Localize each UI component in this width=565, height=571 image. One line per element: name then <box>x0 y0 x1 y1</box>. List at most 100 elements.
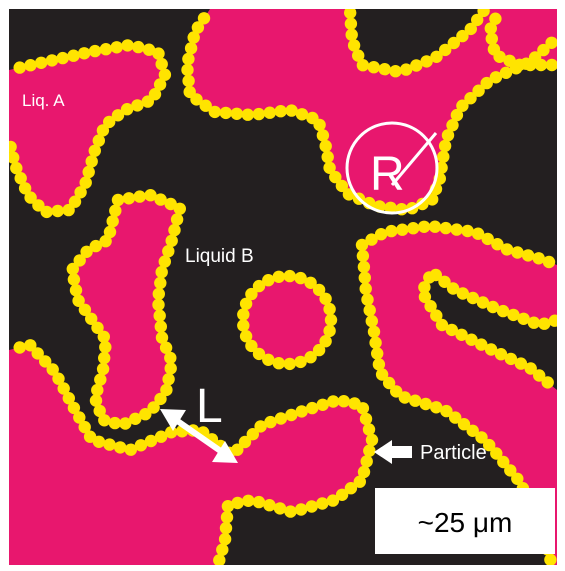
particle <box>274 105 287 118</box>
particle <box>91 321 104 334</box>
particle <box>85 155 98 168</box>
particle <box>471 13 484 27</box>
particle <box>164 362 177 375</box>
particle-layer <box>9 9 557 565</box>
particle <box>538 317 551 330</box>
particle <box>35 56 48 69</box>
particle <box>335 488 349 501</box>
particle <box>10 161 23 175</box>
particle <box>465 333 478 346</box>
particle <box>183 85 196 99</box>
particle <box>483 438 496 452</box>
particle <box>252 347 266 361</box>
particle <box>295 108 309 121</box>
particle <box>306 111 319 125</box>
particle <box>129 412 142 425</box>
particle <box>221 500 235 513</box>
particle <box>449 411 462 424</box>
particle <box>438 139 452 153</box>
particle <box>152 298 165 311</box>
particle <box>24 191 37 204</box>
particle <box>294 503 308 516</box>
particle <box>88 44 102 58</box>
particle <box>337 395 350 408</box>
particle <box>355 238 369 252</box>
particle <box>365 314 378 328</box>
particle <box>426 193 439 206</box>
particle <box>245 287 258 301</box>
particle <box>542 255 556 269</box>
particle <box>312 283 326 297</box>
particle <box>62 392 75 405</box>
particle <box>476 296 490 309</box>
particle <box>152 47 165 60</box>
particle <box>527 316 541 329</box>
particle <box>98 351 111 365</box>
particle <box>62 203 75 217</box>
particle <box>31 347 44 360</box>
particle <box>153 78 167 91</box>
particle <box>92 134 106 147</box>
particle <box>40 205 53 219</box>
particle <box>514 357 528 370</box>
particle <box>437 150 450 163</box>
particle <box>155 57 168 71</box>
particle <box>367 60 380 74</box>
particle <box>504 464 517 477</box>
particle <box>231 443 244 456</box>
particle <box>360 455 373 468</box>
particle <box>237 319 250 332</box>
particle <box>144 189 157 202</box>
particle <box>93 404 106 418</box>
particle <box>73 411 86 424</box>
particle <box>69 284 83 297</box>
particle <box>344 17 358 30</box>
particle <box>416 197 429 211</box>
particle <box>182 74 195 88</box>
particle <box>382 376 396 390</box>
length-arrow-shaft <box>174 417 224 455</box>
particle <box>164 197 177 211</box>
particle <box>319 139 332 153</box>
particle <box>456 99 469 112</box>
particle <box>500 243 514 256</box>
particle <box>430 401 443 414</box>
particle <box>323 161 336 174</box>
particle <box>154 193 167 206</box>
particle <box>170 213 184 226</box>
particle <box>390 385 403 398</box>
particle <box>545 36 557 49</box>
particle <box>154 430 168 443</box>
particle <box>548 314 557 327</box>
particle <box>263 106 276 119</box>
particle <box>154 320 167 333</box>
particle <box>254 420 267 433</box>
particle <box>359 412 373 426</box>
particle <box>85 312 98 325</box>
particle <box>544 553 557 565</box>
particle <box>13 61 26 74</box>
particle <box>316 398 329 411</box>
particle <box>365 433 379 447</box>
particle <box>191 21 205 34</box>
particle <box>491 238 504 251</box>
particle <box>80 245 93 258</box>
particle <box>484 343 498 356</box>
radius-label: R <box>370 148 405 201</box>
particle <box>475 338 488 351</box>
particle <box>120 103 134 116</box>
particle <box>524 58 537 72</box>
particle <box>324 313 338 327</box>
particle <box>358 271 371 284</box>
particle <box>89 239 103 253</box>
particle <box>439 43 452 57</box>
particle <box>220 511 234 524</box>
scale-bar: ~25 μm <box>375 488 555 554</box>
particle <box>418 281 431 294</box>
particle <box>78 303 92 316</box>
particle <box>74 186 87 199</box>
liquid-a-domain <box>72 195 180 425</box>
particle <box>18 182 32 195</box>
particle <box>237 308 250 321</box>
